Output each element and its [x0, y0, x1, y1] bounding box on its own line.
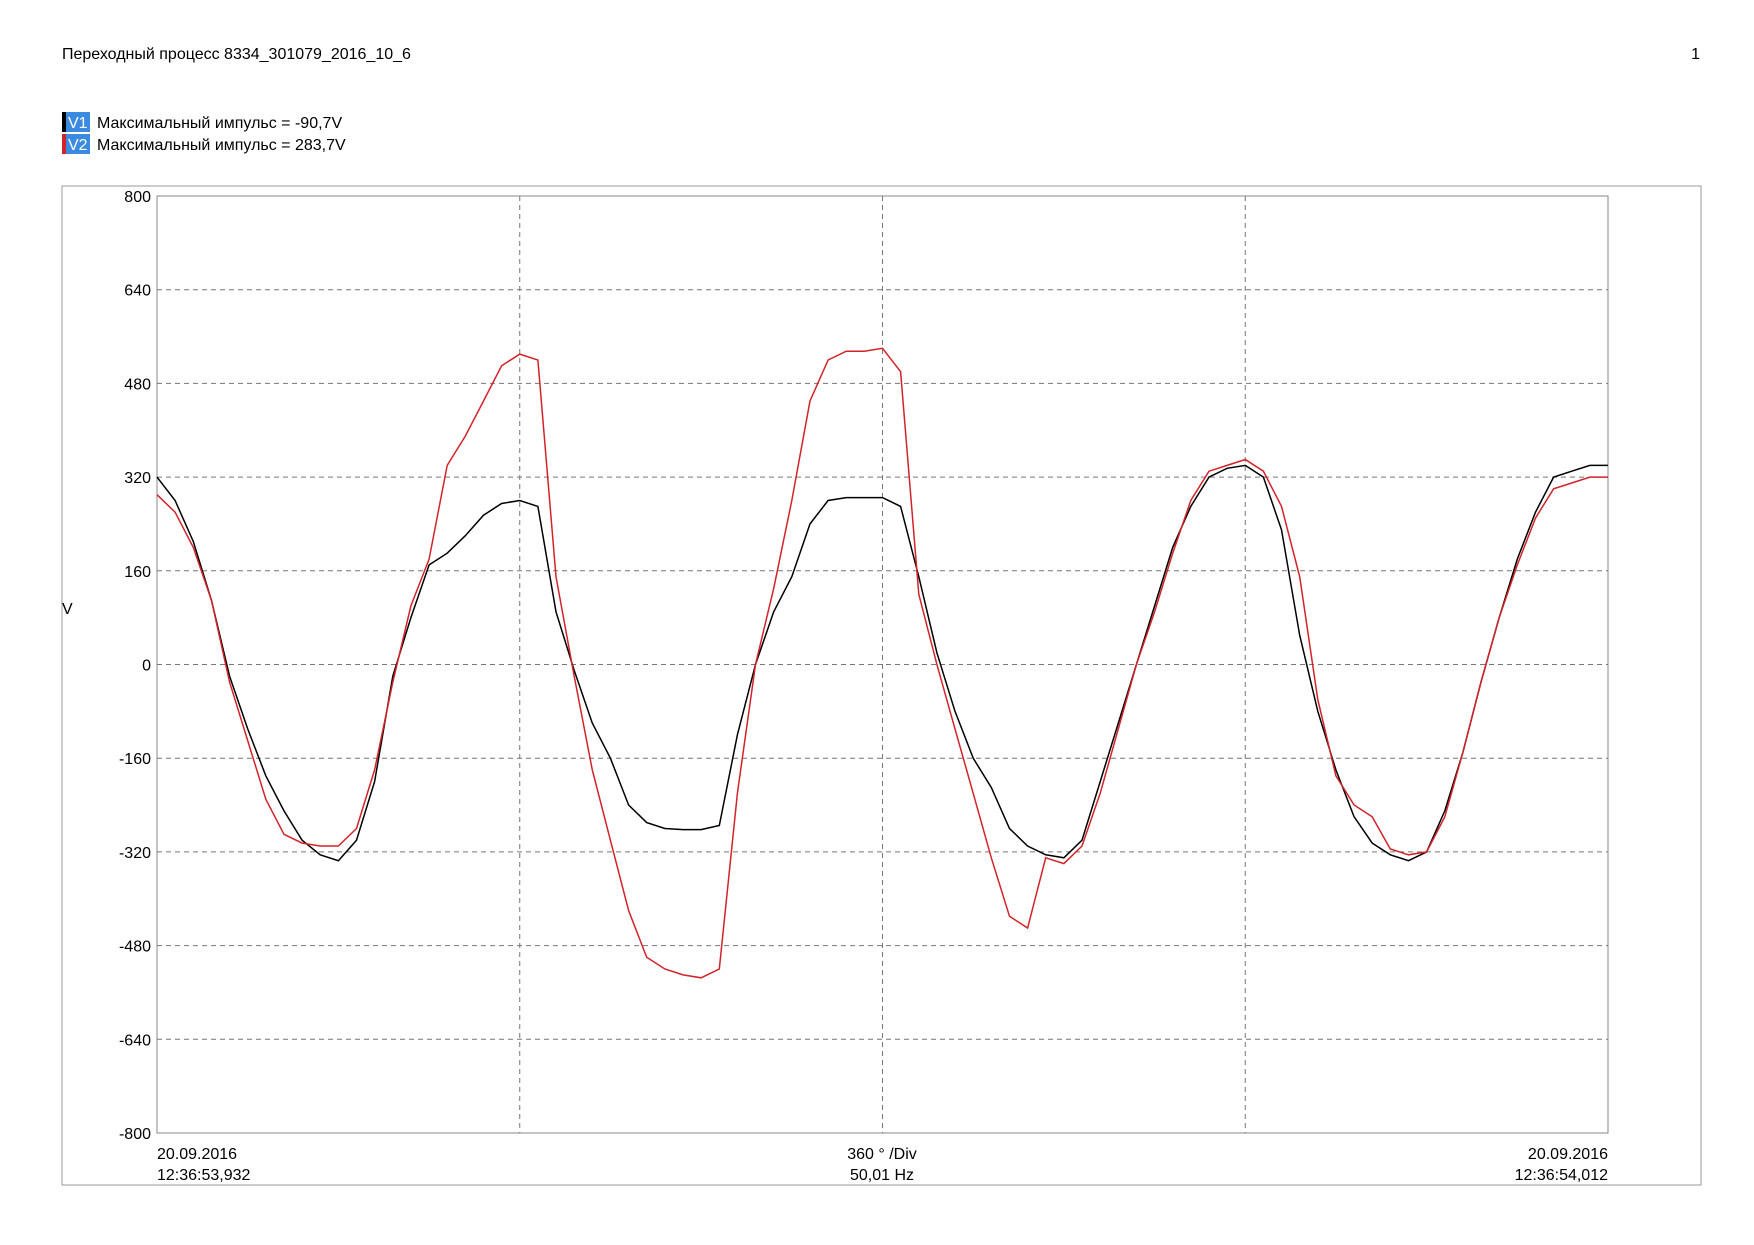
y-tick-label: -480 [119, 939, 151, 956]
y-tick-label: 640 [124, 283, 151, 300]
y-axis-label: V [62, 601, 73, 618]
title: Переходный процесс 8334_301079_2016_10_6 [62, 46, 411, 63]
legend-name: V1 [68, 115, 88, 132]
y-tick-label: -160 [119, 751, 151, 768]
y-tick-label: 480 [124, 376, 151, 393]
legend-label: Максимальный импульс = -90,7V [97, 115, 342, 132]
frame [61, 185, 1702, 1186]
x-end-date: 20.09.2016 [1528, 1146, 1608, 1163]
legend-stripe [62, 112, 66, 132]
y-tick-label: 160 [124, 564, 151, 581]
x-frequency: 50,01 Hz [850, 1167, 914, 1184]
legend-label: Максимальный импульс = 283,7V [97, 137, 346, 154]
series-line [156, 347, 1608, 979]
legend-swatch [62, 112, 90, 132]
x-end-time: 12:36:54,012 [1515, 1167, 1609, 1184]
y-tick-label: 0 [142, 658, 151, 675]
x-start-time: 12:36:53,932 [157, 1167, 251, 1184]
y-tick-label: 320 [124, 470, 151, 487]
legend-swatch [62, 134, 90, 154]
page-number: 1 [1691, 46, 1700, 63]
y-tick-label: -320 [119, 845, 151, 862]
x-scale: 360 ° /Div [847, 1146, 917, 1163]
x-start-date: 20.09.2016 [157, 1146, 237, 1163]
legend-name: V2 [68, 137, 88, 154]
legend-stripe [62, 134, 66, 154]
y-tick-label: -800 [119, 1126, 151, 1143]
y-tick-label: -640 [119, 1032, 151, 1049]
y-tick-label: 800 [124, 189, 151, 206]
